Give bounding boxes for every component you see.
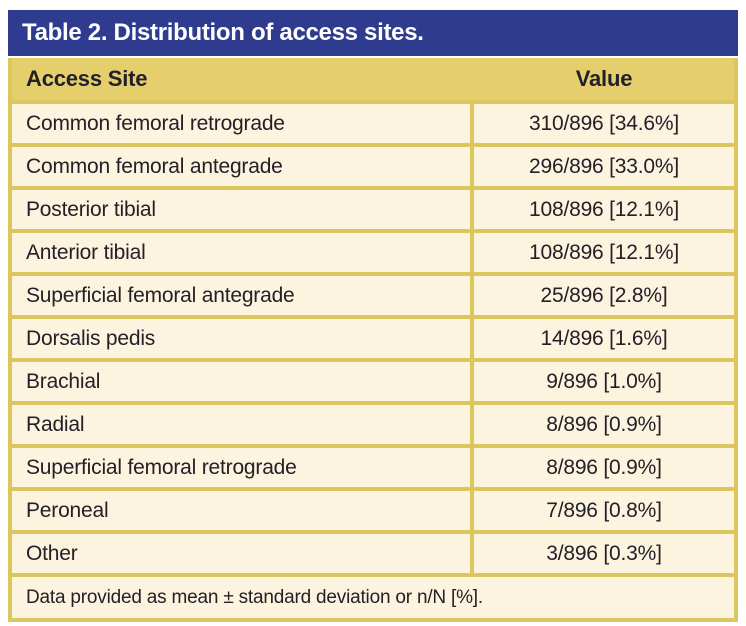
cell-site: Superficial femoral retrograde: [12, 448, 470, 487]
cell-value: 296/896 [33.0%]: [474, 147, 734, 186]
cell-value: 8/896 [0.9%]: [474, 405, 734, 444]
cell-site: Anterior tibial: [12, 233, 470, 272]
table-title-bar: Table 2. Distribution of access sites.: [8, 10, 738, 56]
column-header-row: Access Site Value: [12, 58, 734, 100]
cell-value: 108/896 [12.1%]: [474, 190, 734, 229]
cell-value: 108/896 [12.1%]: [474, 233, 734, 272]
cell-site: Posterior tibial: [12, 190, 470, 229]
cell-value: 3/896 [0.3%]: [474, 534, 734, 573]
cell-value: 14/896 [1.6%]: [474, 319, 734, 358]
cell-site: Other: [12, 534, 470, 573]
cell-site: Brachial: [12, 362, 470, 401]
table-footnote: Data provided as mean ± standard deviati…: [12, 577, 734, 618]
cell-value: 310/896 [34.6%]: [474, 104, 734, 143]
cell-value: 9/896 [1.0%]: [474, 362, 734, 401]
cell-value: 25/896 [2.8%]: [474, 276, 734, 315]
cell-site: Radial: [12, 405, 470, 444]
cell-site: Dorsalis pedis: [12, 319, 470, 358]
cell-site: Common femoral antegrade: [12, 147, 470, 186]
access-sites-table: Access Site Value Common femoral retrogr…: [8, 58, 738, 622]
cell-value: 8/896 [0.9%]: [474, 448, 734, 487]
column-header-value: Value: [575, 66, 633, 91]
cell-site: Superficial femoral antegrade: [12, 276, 470, 315]
column-header-access-site: Access Site: [26, 66, 148, 91]
table-title: Table 2. Distribution of access sites.: [22, 19, 424, 46]
cell-site: Common femoral retrograde: [12, 104, 470, 143]
cell-value: 7/896 [0.8%]: [474, 491, 734, 530]
cell-site: Peroneal: [12, 491, 470, 530]
